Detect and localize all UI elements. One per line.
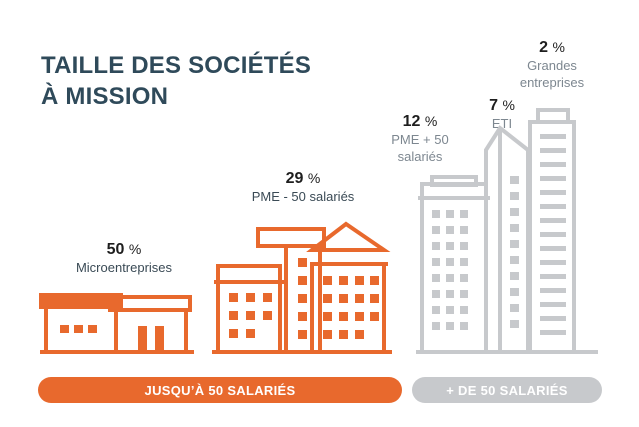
label-grandes-entreprises: 2 % Grandes entreprises — [500, 38, 604, 91]
category-pme-plus-50-line2: salariés — [397, 149, 443, 164]
label-eti: 7 % ETI — [474, 96, 530, 132]
title-line-2: À MISSION — [41, 83, 169, 110]
pme-moins-50-windows — [229, 258, 379, 339]
percent-microentreprises: 50 % — [106, 241, 142, 258]
percent-grandes-entreprises: 2 % — [539, 39, 565, 56]
label-pme-plus-50: 12 % PME + 50 salariés — [372, 112, 468, 165]
percent-eti: 7 % — [489, 97, 515, 114]
large-companies-windows — [432, 134, 566, 335]
microentreprise-windows — [60, 325, 164, 352]
group-small-companies: JUSQU’À 50 SALARIÉS — [38, 377, 402, 403]
group-large-companies: + DE 50 SALARIÉS — [412, 377, 602, 403]
category-grandes-line1: Grandes — [527, 58, 577, 73]
pme-moins-50-buildings-icon — [212, 221, 392, 354]
category-eti: ETI — [491, 116, 513, 131]
category-pme-plus-50-line1: PME + 50 — [391, 132, 449, 147]
label-pme-moins-50: 29 % PME - 50 salariés — [228, 169, 378, 205]
category-microentreprises: Microentreprises — [75, 260, 173, 275]
percent-pme-plus-50: 12 % — [402, 113, 438, 130]
page-title: TAILLE DES SOCIÉTÉS À MISSION — [41, 50, 311, 112]
label-microentreprises: 50 % Microentreprises — [62, 240, 186, 276]
large-companies-buildings-icon — [416, 108, 598, 354]
category-grandes-line2: entreprises — [519, 75, 585, 90]
category-pme-moins-50: PME - 50 salariés — [251, 189, 355, 204]
title-line-1: TAILLE DES SOCIÉTÉS — [41, 52, 312, 79]
microentreprise-buildings-icon — [39, 293, 194, 354]
percent-pme-moins-50: 29 % — [285, 170, 321, 187]
